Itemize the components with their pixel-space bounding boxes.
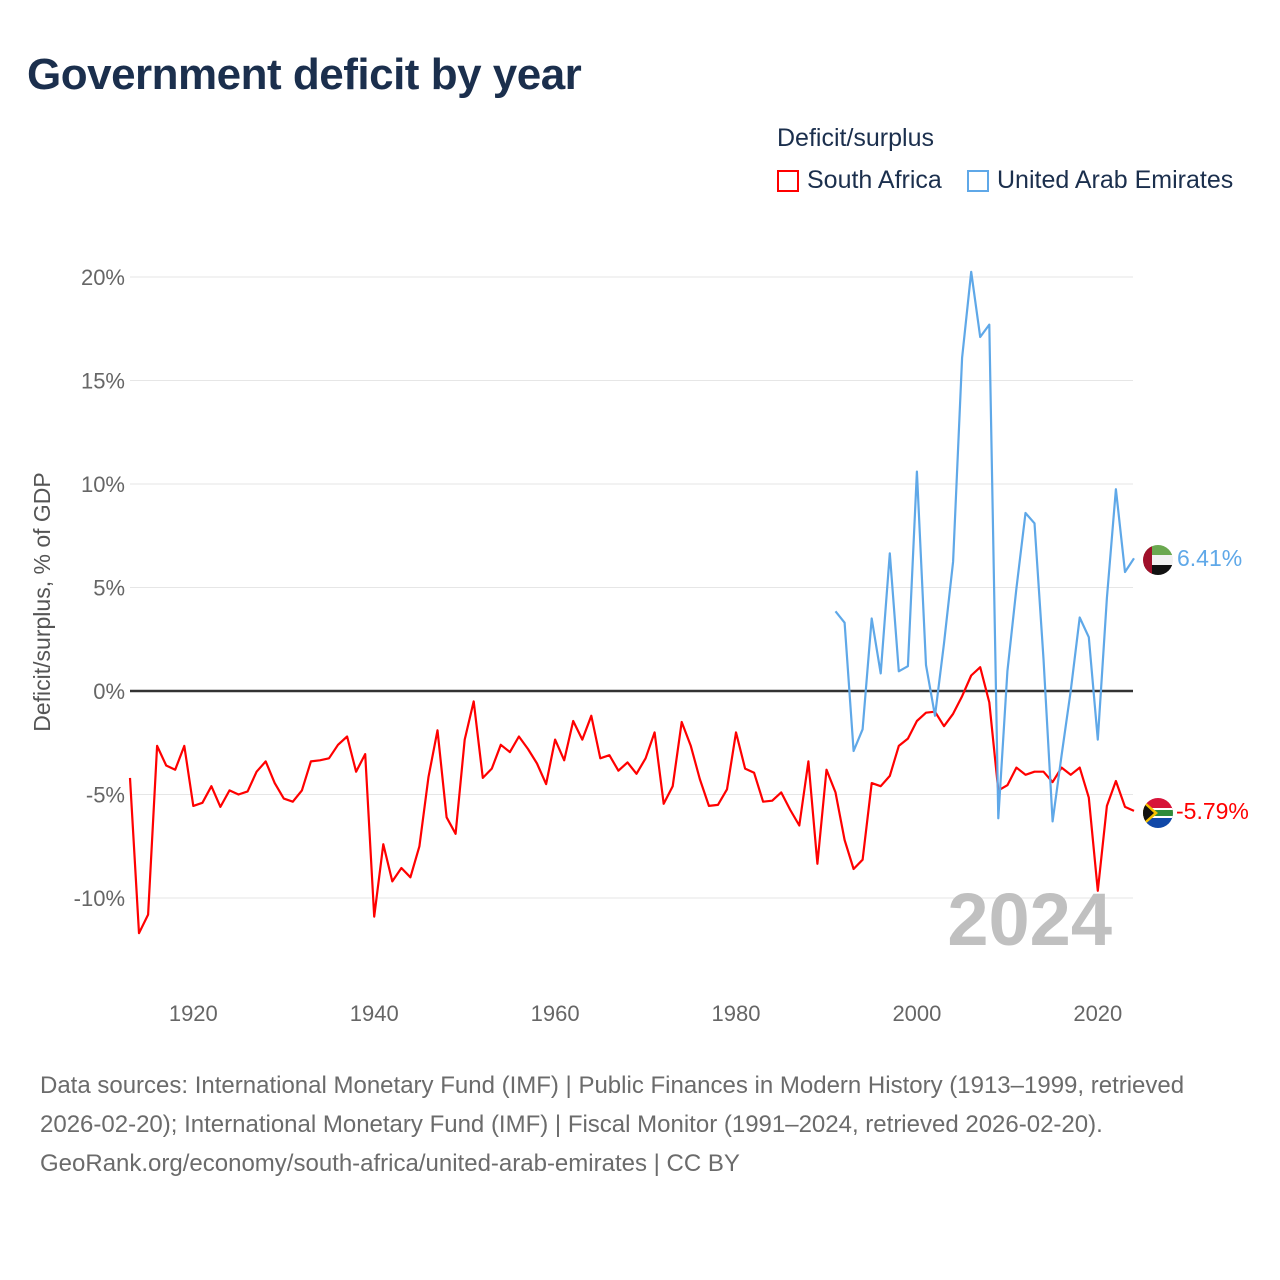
y-axis-label: Deficit/surplus, % of GDP — [29, 472, 55, 731]
x-tick-label: 1920 — [169, 1001, 218, 1026]
chart-title: Government deficit by year — [27, 50, 582, 99]
y-tick-label: -5% — [86, 783, 125, 808]
legend-swatch-south-africa — [777, 169, 799, 192]
y-tick-label: 0% — [93, 679, 125, 704]
x-tick-label: 2000 — [892, 1001, 941, 1026]
legend-item-uae[interactable]: United Arab Emirates — [967, 166, 1233, 195]
series-line-uae — [834, 270, 1135, 823]
x-tick-label: 1940 — [350, 1001, 399, 1026]
data-sources: Data sources: International Monetary Fun… — [40, 1072, 1185, 1138]
uae-end-value-label: 6.41% — [1177, 545, 1242, 571]
y-tick-label: 15% — [81, 369, 125, 394]
footer: Data sources: International Monetary Fun… — [40, 1066, 1240, 1183]
legend-item-south-africa[interactable]: South Africa — [777, 166, 942, 195]
y-tick-label: 20% — [81, 265, 125, 290]
credit-link[interactable]: GeoRank.org/economy/south-africa/united-… — [40, 1150, 740, 1177]
uae-flag-icon — [1143, 545, 1173, 575]
y-tick-label: 5% — [93, 576, 125, 601]
x-tick-label: 2020 — [1073, 1001, 1122, 1026]
legend-title: Deficit/surplus — [777, 124, 934, 152]
chart-plot: 20% 15% 10% 5% 0% -5% -10% 1920 1940 1960 1980 2000… — [29, 265, 1249, 1026]
south-africa-flag-icon — [1143, 798, 1173, 828]
year-watermark: 2024 — [947, 878, 1112, 961]
south-africa-end-value-label: -5.79% — [1176, 798, 1249, 824]
y-tick-label: -10% — [74, 886, 125, 911]
legend-label-south-africa: South Africa — [807, 166, 942, 194]
y-tick-label: 10% — [81, 472, 125, 497]
x-tick-label: 1960 — [531, 1001, 580, 1026]
x-tick-label: 1980 — [712, 1001, 761, 1026]
legend-label-uae: United Arab Emirates — [997, 166, 1234, 194]
legend-swatch-uae — [967, 169, 989, 192]
series-line-south-africa — [128, 666, 1135, 935]
